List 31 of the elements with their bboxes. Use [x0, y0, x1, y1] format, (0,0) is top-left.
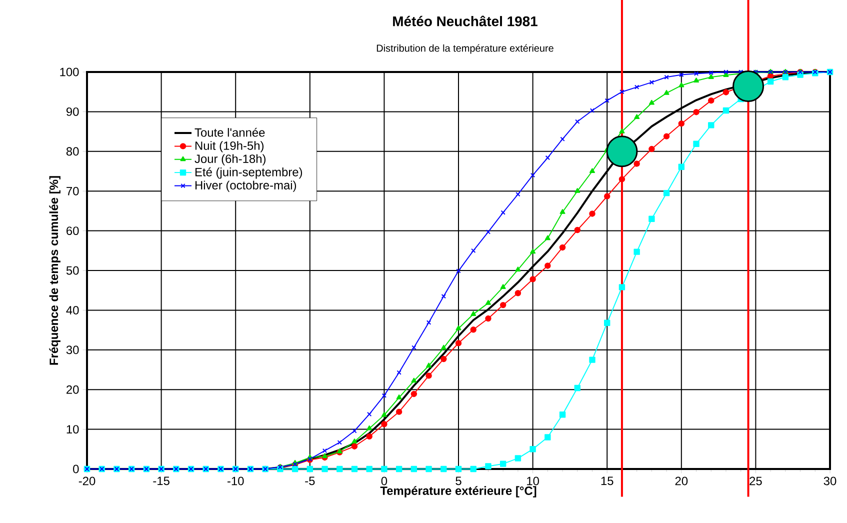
legend-label: Toute l'année — [194, 128, 265, 137]
y-tick-label: 90 — [66, 107, 79, 116]
chart-title: Météo Neuchâtel 1981 — [393, 16, 538, 26]
x-tick-label: -15 — [153, 476, 170, 486]
legend-label: Jour (6h-18h) — [194, 154, 266, 166]
x-tick-label: 5 — [456, 476, 462, 486]
x-tick-label: -10 — [227, 476, 244, 486]
x-tick-label: 25 — [750, 476, 762, 486]
y-tick-label: 10 — [66, 425, 79, 434]
legend-label: Nuit (19h-5h) — [195, 141, 264, 152]
y-tick-label: 30 — [66, 346, 79, 354]
y-tick-label: 0 — [73, 464, 79, 474]
y-tick-label: 100 — [60, 68, 79, 76]
y-tick-label: 60 — [66, 226, 79, 236]
x-tick-label: 0 — [381, 476, 388, 486]
x-tick-label: 20 — [675, 476, 688, 486]
x-axis-title: Température extérieure [°C] — [380, 486, 536, 498]
y-tick-label: 50 — [66, 266, 79, 275]
x-tick-label: 15 — [601, 476, 614, 486]
x-tick-label: -5 — [305, 476, 315, 486]
y-tick-label: 20 — [66, 385, 79, 394]
y-tick-label: 70 — [66, 186, 79, 196]
x-tick-label: 10 — [527, 476, 539, 486]
y-tick-label: 40 — [66, 306, 79, 314]
y-axis-title: Fréquence de temps cumulée [%] — [49, 176, 60, 365]
y-tick-label: 80 — [66, 147, 79, 156]
x-tick-label: -20 — [78, 476, 96, 486]
chart-subtitle: Distribution de la température extérieure — [376, 44, 554, 54]
legend-label: Eté (juin-septembre) — [195, 167, 302, 179]
legend-label: Hiver (octobre-mai) — [195, 180, 296, 192]
x-tick-label: 30 — [824, 476, 836, 486]
